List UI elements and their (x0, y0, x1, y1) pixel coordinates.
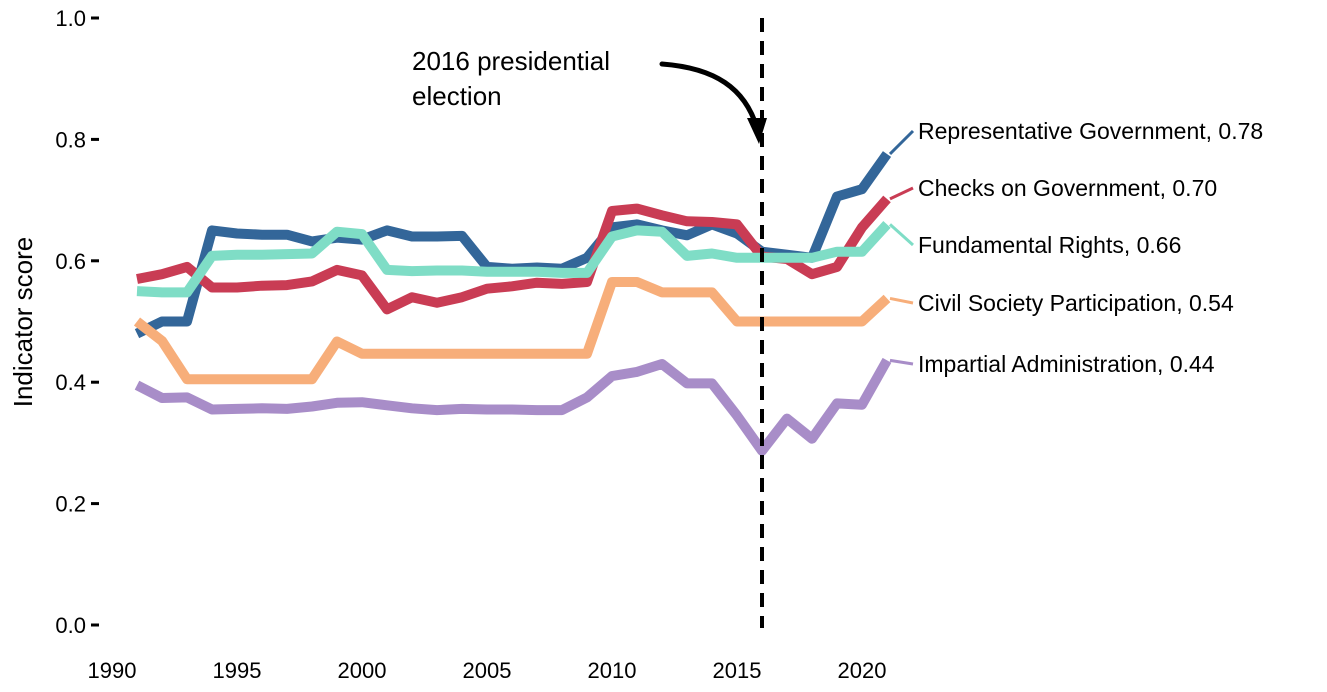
x-axis: 1990 1995 2000 2005 2010 2015 2020 (88, 658, 887, 683)
y-tick-label: 0.4 (55, 370, 86, 395)
series-end-label: Civil Society Participation, 0.54 (918, 290, 1234, 316)
series-line-representative-government (134, 151, 892, 339)
y-axis-title: Indicator score (8, 237, 38, 408)
arrow-head-icon (747, 118, 767, 144)
series-line-civil-society-participation (133, 277, 891, 385)
annotation-text-line: election (412, 81, 502, 111)
x-tick-label: 2000 (338, 658, 387, 683)
label-leader-line (889, 186, 914, 201)
y-tick-label: 0.8 (55, 127, 86, 152)
series-end-label: Impartial Administration, 0.44 (918, 351, 1215, 377)
series-end-labels: Representative Government, 0.78 Checks on… (888, 118, 1263, 377)
x-tick-label: 2020 (838, 658, 887, 683)
election-annotation: 2016 presidential election (412, 18, 767, 628)
series-end-label: Checks on Government, 0.70 (918, 175, 1217, 201)
series-line-impartial-administration (134, 357, 892, 456)
y-tick-label: 0.2 (55, 492, 86, 517)
x-tick-label: 2005 (463, 658, 512, 683)
annotation-text-line: 2016 presidential (412, 46, 610, 76)
series-end-label: Representative Government, 0.78 (918, 118, 1263, 144)
x-tick-label: 1995 (213, 658, 262, 683)
label-leader-line (888, 223, 915, 247)
y-axis: 0.0 0.2 0.4 0.6 0.8 1.0 (55, 6, 99, 638)
x-tick-label: 2010 (588, 658, 637, 683)
annotation-arrow (659, 61, 760, 131)
label-leader-line (889, 358, 914, 366)
x-tick-label: 2015 (713, 658, 762, 683)
label-leader-line (888, 129, 915, 156)
series-end-label: Fundamental Rights, 0.66 (918, 232, 1181, 258)
series-lines (133, 151, 892, 456)
x-tick-label: 1990 (88, 658, 137, 683)
label-leader-line (889, 296, 914, 305)
y-tick-label: 0.0 (55, 613, 86, 638)
y-tick-label: 1.0 (55, 6, 86, 31)
y-tick-label: 0.6 (55, 249, 86, 274)
